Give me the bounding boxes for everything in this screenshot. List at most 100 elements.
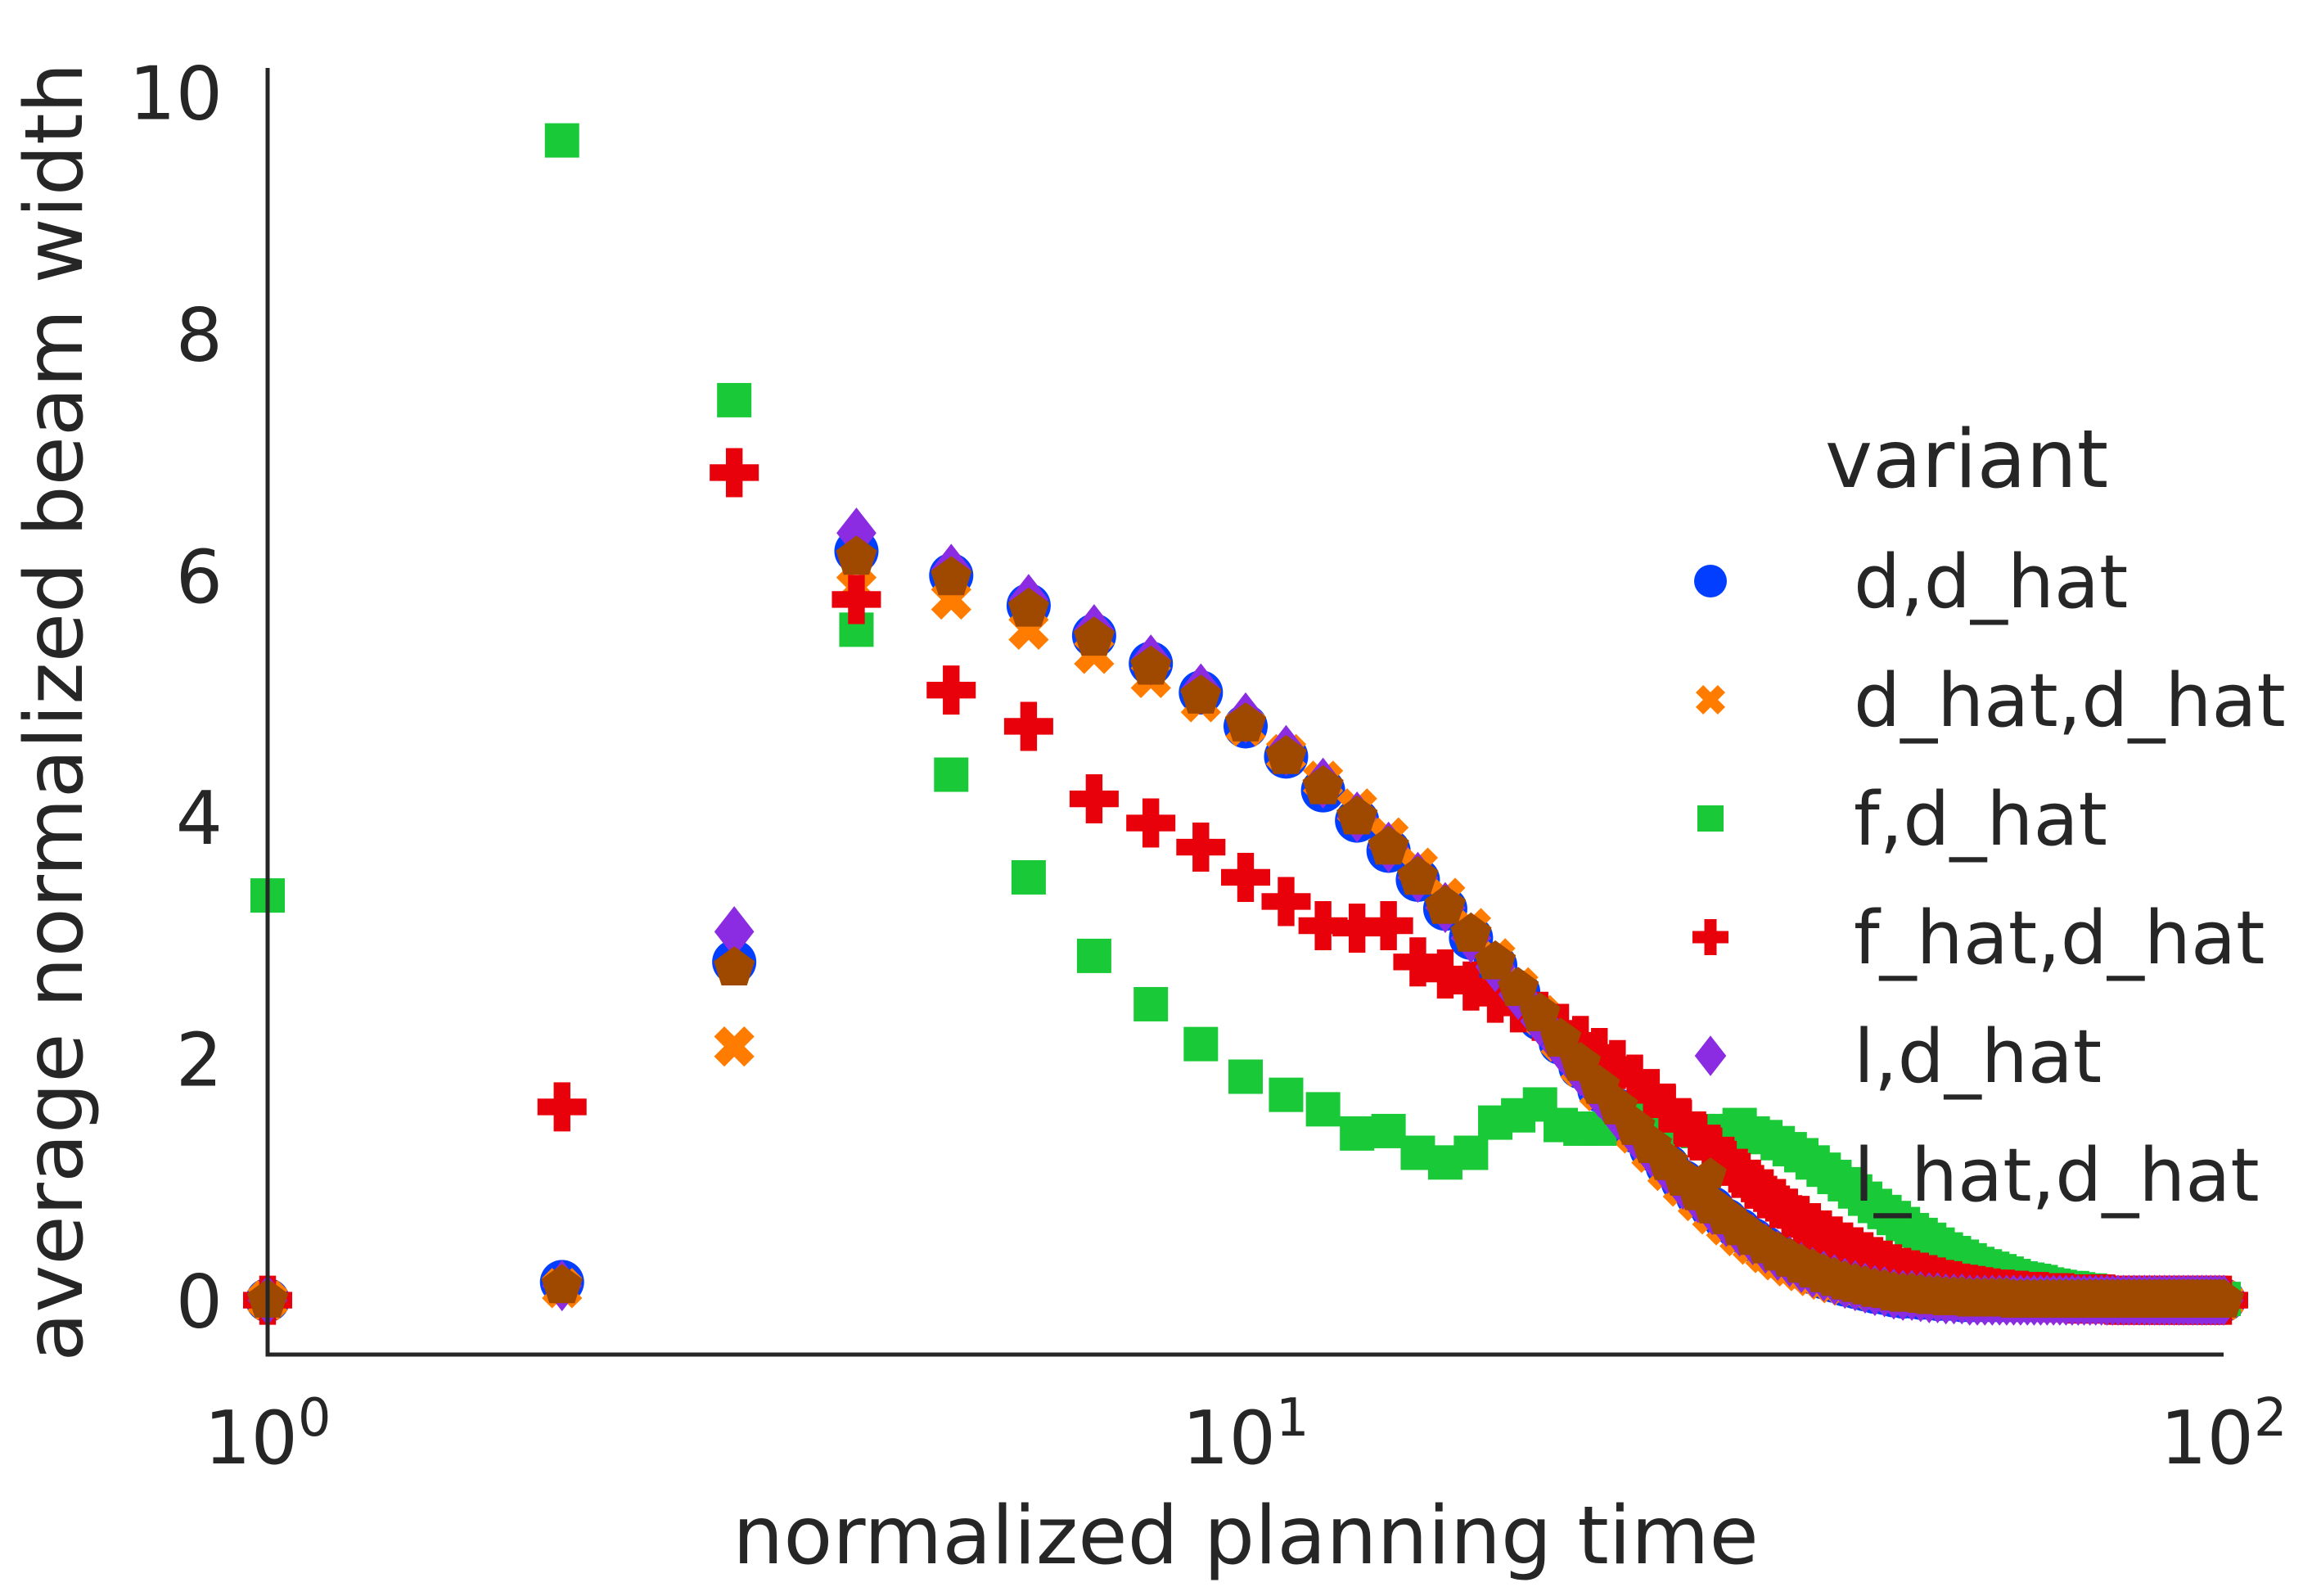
data-point [1556,1016,1606,1066]
x-axis-title: normalized planning time [732,1490,1759,1583]
data-point [541,1264,583,1304]
data-point [926,665,976,715]
data-point [1643,1083,1692,1133]
data-point [714,906,755,958]
legend-item: l_hat,d_hat [1694,1133,2260,1219]
data-point [1332,903,1382,953]
legend-marker [1694,565,1727,597]
data-point [1269,1077,1304,1112]
data-point [1701,1136,1751,1186]
data-point [836,535,877,575]
data-point [1228,1059,1263,1094]
legend: variant d,d_hat d_hat,d_hat f,d_hat f_hat,d… [1692,413,2286,1219]
data-point [1011,859,1046,895]
data-point [1069,774,1119,824]
data-point [537,1082,587,1132]
data-point [1393,937,1443,987]
data-point [1224,702,1267,742]
data-point [1728,1159,1778,1209]
legend-label: l,d_hat [1854,1014,2102,1100]
legend-item: f,d_hat [1697,777,2107,863]
series-l-hat-d-hat [246,535,2245,1318]
data-point [1519,992,1561,1032]
data-point [1575,1027,1625,1077]
data-point [1420,949,1470,999]
legend-marker [1692,919,1728,955]
data-point [714,1026,755,1067]
data-point [1130,645,1172,685]
legend-label: l_hat,d_hat [1854,1133,2260,1219]
x-tick-label: 100 [204,1388,331,1481]
data-point [1003,701,1053,751]
data-point [1221,852,1270,902]
data-point [1007,587,1049,627]
legend-marker [1697,805,1724,832]
legend-label: d,d_hat [1854,539,2128,625]
legend-marker [1694,1035,1727,1076]
data-point [2202,1278,2245,1318]
data-point [1593,1039,1643,1089]
legend-item: l,d_hat [1694,1014,2102,1100]
data-point [1450,912,1492,952]
y-axis-title: average normalized beam width [8,62,101,1361]
data-point [1261,877,1311,926]
data-point [1176,823,1226,872]
data-point [544,123,579,158]
data-point [1133,986,1169,1021]
data-point [717,382,752,417]
data-point [1471,973,1521,1023]
data-point [1453,1135,1489,1170]
data-point [1610,1054,1660,1104]
data-point [1446,961,1496,1011]
y-tick-label: 10 [128,52,223,138]
data-point [1741,1169,1791,1219]
data-point [931,556,972,596]
data-point [1753,1179,1803,1229]
data-point [1397,855,1439,895]
data-point [1474,940,1517,980]
y-tick-label: 2 [176,1017,223,1103]
legend-item: d_hat,d_hat [1695,658,2286,744]
data-point [1180,674,1222,714]
y-tick-label: 6 [176,534,223,620]
legend-item: d,d_hat [1694,539,2128,625]
x-tick-label: 102 [2160,1388,2287,1481]
data-point [1688,1125,1737,1174]
legend-label: d_hat,d_hat [1854,658,2286,744]
data-point [1498,967,1539,1007]
legend-item: f_hat,d_hat [1692,895,2265,981]
data-point [1073,616,1115,656]
data-point [1371,1113,1406,1148]
data-point [1340,1116,1375,1151]
data-point [1183,1026,1219,1062]
legend-label: f_hat,d_hat [1854,895,2265,981]
y-tick-label: 0 [176,1260,223,1346]
legend-marker [1694,1157,1727,1188]
data-point [1715,1148,1764,1198]
data-point [1539,1017,1582,1057]
data-point [1302,764,1344,805]
data-point [1673,1111,1723,1161]
data-point [1305,1092,1341,1127]
legend-label: f,d_hat [1854,777,2107,863]
x-tick-label: 101 [1182,1388,1309,1481]
data-point [1658,1098,1708,1147]
data-point [714,946,755,985]
data-point [710,448,759,498]
data-point [1363,901,1413,950]
legend-marker [1695,684,1726,715]
data-point [1626,1069,1676,1119]
data-point [1336,795,1378,835]
data-point [1265,735,1307,774]
data-point [1424,885,1466,924]
data-point [1126,798,1176,848]
y-axis-ticks: 0 2 4 6 8 10 [128,52,223,1346]
plot-area [243,123,2248,1326]
data-point [832,575,881,624]
x-axis-ticks: 100 101 102 [204,1388,2287,1481]
y-tick-label: 4 [176,776,223,862]
data-point [1076,938,1111,973]
legend-title: variant [1825,413,2108,507]
data-point [1298,901,1348,950]
